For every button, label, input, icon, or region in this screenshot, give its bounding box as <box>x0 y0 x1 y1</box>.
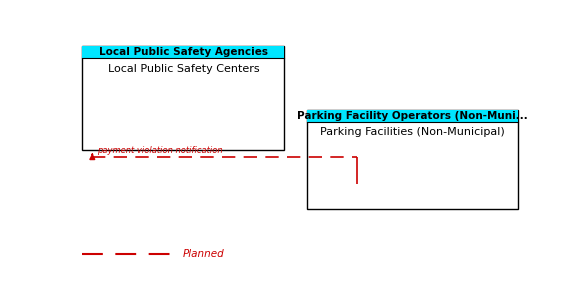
Text: Local Public Safety Agencies: Local Public Safety Agencies <box>99 47 268 57</box>
Text: payment violation notification: payment violation notification <box>97 146 223 154</box>
Text: Local Public Safety Centers: Local Public Safety Centers <box>108 64 259 74</box>
Bar <box>307 110 519 209</box>
Bar <box>307 110 519 122</box>
Bar <box>82 46 284 150</box>
Text: Planned: Planned <box>182 249 224 259</box>
Text: Parking Facilities (Non-Municipal): Parking Facilities (Non-Municipal) <box>321 127 505 138</box>
Bar <box>82 46 284 58</box>
Text: Parking Facility Operators (Non-Muni...: Parking Facility Operators (Non-Muni... <box>297 111 528 121</box>
